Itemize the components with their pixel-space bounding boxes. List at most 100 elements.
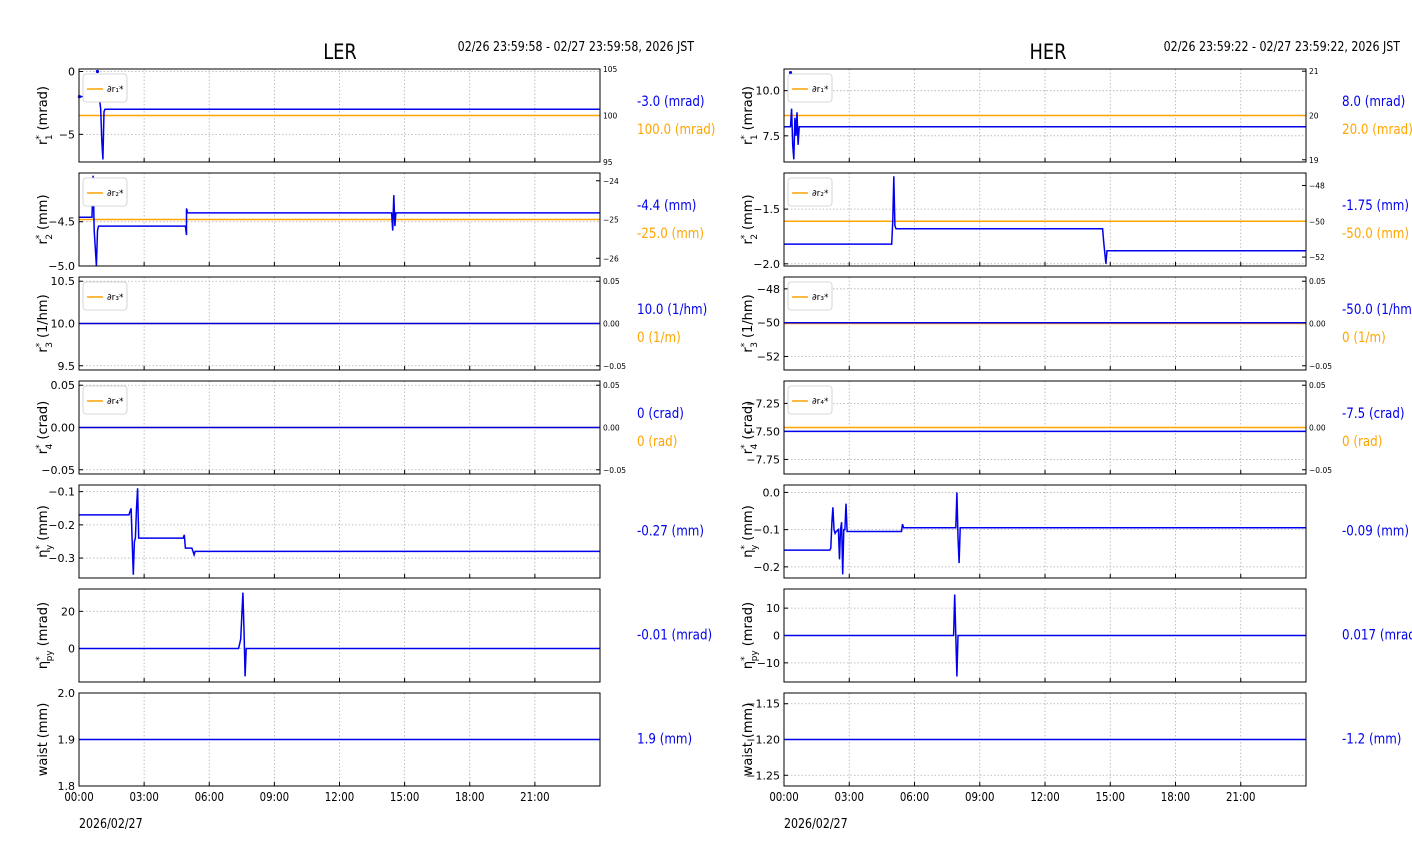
- current-value-label: -0.09 (mm): [1342, 524, 1409, 540]
- time-range-label: 02/26 23:59:22 - 02/27 23:59:22, 2026 JS…: [1164, 39, 1401, 54]
- y2-tick-label: 0.00: [1309, 424, 1326, 433]
- primary-series-line: [79, 592, 600, 677]
- y-tick-label: 10.5: [51, 275, 76, 288]
- y-tick-label: −0.2: [48, 519, 75, 532]
- y2-tick-label: 0.00: [1309, 320, 1326, 329]
- y-tick-label: −5: [59, 128, 75, 141]
- plot-frame: [783, 692, 1307, 787]
- primary-series-line: [79, 175, 600, 267]
- y2-tick-label: 100: [603, 112, 618, 121]
- primary-series-line: [784, 176, 1306, 264]
- panel-7: 2.0 1.9 1.8 waist(mm) 1.9 (mm): [36, 687, 692, 793]
- y2-tick-label: 0.00: [603, 424, 620, 433]
- legend-box: [787, 385, 833, 415]
- her-chart: HER 02/26 23:59:22 - 02/27 23:59:22, 2026…: [740, 39, 1412, 831]
- x-tick-label: 06:00: [900, 790, 929, 804]
- x-tick-label: 18:00: [1161, 790, 1190, 804]
- offset-value-label: 20.0 (mrad): [1342, 122, 1412, 138]
- y-tick-label: 0: [68, 643, 75, 656]
- legend-label: ∂r₃*: [107, 293, 124, 303]
- current-value-label: -0.27 (mm): [637, 524, 704, 540]
- current-value-label: -0.01 (mrad): [637, 628, 712, 644]
- current-value-label: -1.2 (mm): [1342, 732, 1401, 748]
- time-range-label: 02/26 23:59:58 - 02/27 23:59:58, 2026 JS…: [458, 39, 695, 54]
- legend-box: [787, 281, 833, 311]
- y-tick-label: −0.1: [753, 524, 780, 537]
- chart-title: LER: [323, 40, 357, 65]
- y-tick-label: −0.3: [48, 552, 75, 565]
- y-tick-label: −1.5: [753, 203, 780, 216]
- plot-frame: [783, 484, 1307, 579]
- x-tick-label: 09:00: [965, 790, 994, 804]
- y2-tick-label: 105: [603, 65, 618, 74]
- y2-tick-label: 21: [1309, 67, 1319, 76]
- current-value-label: 0 (crad): [637, 406, 684, 422]
- y2-tick-label: 0.05: [1309, 381, 1326, 390]
- panel-4: 0.05 0.00 −0.05 0.05 0.00 −0.05 ∂r₄* r*4(crad) 0…: [35, 379, 684, 477]
- legend-box: [787, 177, 833, 207]
- y-axis-label: r*1(mrad): [740, 86, 760, 145]
- data-point: [95, 69, 100, 74]
- y-axis-label: r*4(crad): [740, 401, 760, 454]
- y-tick-label: 0.05: [51, 379, 76, 392]
- y-axis-label: r*3(1/hm): [740, 294, 760, 352]
- y2-tick-label: −0.05: [1309, 362, 1332, 371]
- plot-frame: [78, 484, 601, 579]
- y2-tick-label: −24: [603, 177, 619, 186]
- y-tick-label: −1.20: [746, 734, 780, 747]
- plot-frame: [783, 172, 1307, 267]
- y2-tick-label: −0.05: [1309, 466, 1332, 475]
- x-tick-label: 15:00: [1096, 790, 1125, 804]
- legend: ∂r₃*: [787, 281, 833, 311]
- x-tick-label: 12:00: [1030, 790, 1059, 804]
- legend-label: ∂r₁*: [107, 85, 124, 95]
- current-value-label: -3.0 (mrad): [637, 94, 705, 110]
- legend-box: [82, 281, 128, 311]
- y-tick-label: 0: [773, 630, 780, 643]
- y-tick-label: 0.00: [51, 422, 76, 435]
- current-value-label: 8.0 (mrad): [1342, 94, 1405, 110]
- ler-chart: LER 02/26 23:59:58 - 02/27 23:59:58, 2026…: [35, 39, 715, 831]
- plot-frame: [783, 68, 1307, 163]
- plot-frame: [78, 68, 601, 163]
- y-axis-label: η*y(mm): [35, 505, 55, 558]
- plot-frame: [78, 692, 601, 787]
- x-tick-label: 03:00: [835, 790, 864, 804]
- offset-value-label: -50.0 (mm): [1342, 226, 1409, 242]
- y-axis-label: η*py(mrad): [35, 602, 55, 669]
- y2-tick-label: 0.05: [603, 381, 620, 390]
- legend-label: ∂r₂*: [107, 189, 124, 199]
- x-tick-label: 15:00: [390, 790, 419, 804]
- y-tick-label: 20: [61, 605, 75, 618]
- y-tick-label: −7.25: [746, 397, 780, 410]
- x-tick-label: 12:00: [325, 790, 354, 804]
- data-point: [788, 71, 793, 75]
- primary-series-line: [784, 492, 1306, 575]
- y-axis-label: r*2(mm): [35, 194, 55, 244]
- y-tick-label: −7.50: [746, 425, 780, 438]
- y2-tick-label: 19: [1309, 156, 1319, 165]
- y-tick-label: 0: [68, 66, 75, 79]
- legend: ∂r₄*: [82, 385, 128, 415]
- x-tick-label: 18:00: [455, 790, 484, 804]
- panel-3: −48 −50 −52 0.05 0.00 −0.05 ∂r₃* r*3(1/hm) -50.0…: [740, 276, 1412, 371]
- x-tick-label: 00:00: [769, 790, 798, 804]
- panel-6: 10 0 −10η*py(mrad) 0.017 (mrad): [740, 588, 1412, 683]
- legend: ∂r₃*: [82, 281, 128, 311]
- plot-frame: [783, 276, 1307, 371]
- legend: ∂r₁*: [787, 73, 833, 103]
- y-axis-label: r*3(1/hm): [35, 294, 55, 352]
- panel-4: −7.25 −7.50 −7.75 0.05 0.00 −0.05 ∂r₄* r*4(crad…: [740, 380, 1405, 475]
- y-tick-label: 1.8: [58, 780, 76, 793]
- current-value-label: -50.0 (1/hm): [1342, 302, 1412, 318]
- plot-frame: [78, 380, 601, 475]
- y-tick-label: 9.5: [58, 360, 76, 373]
- legend: ∂r₁*: [82, 73, 128, 103]
- y-tick-label: −7.75: [746, 453, 780, 466]
- panel-3: 10.5 10.0 9.5 0.05 0.00 −0.05 ∂r₃* r*3(1/hm) 10.…: [35, 275, 707, 373]
- y2-tick-label: 95: [603, 158, 613, 167]
- legend: ∂r₂*: [82, 177, 128, 207]
- offset-value-label: 0 (rad): [637, 434, 677, 450]
- legend-box: [82, 73, 128, 103]
